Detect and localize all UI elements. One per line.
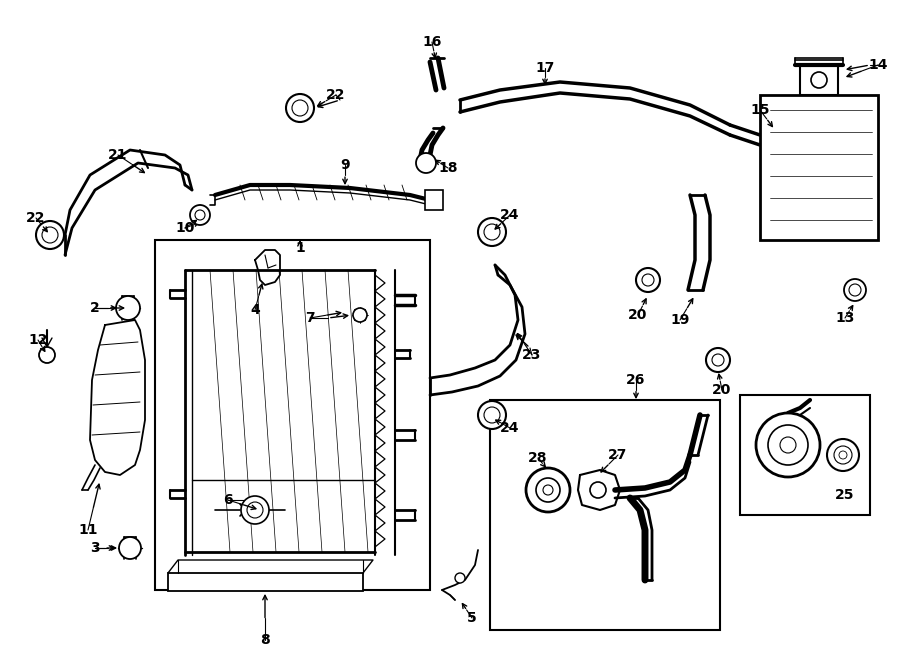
Circle shape	[642, 274, 654, 286]
Circle shape	[712, 354, 724, 366]
Text: 20: 20	[628, 308, 648, 322]
Text: 14: 14	[868, 58, 887, 72]
Circle shape	[455, 573, 465, 583]
Bar	[425, 190, 443, 210]
Circle shape	[119, 537, 141, 559]
Bar	[800, 65, 838, 95]
Text: 11: 11	[78, 523, 98, 537]
Text: 21: 21	[108, 148, 128, 162]
Text: 16: 16	[422, 35, 442, 49]
Text: 3: 3	[90, 541, 100, 555]
Circle shape	[478, 401, 506, 429]
Circle shape	[292, 100, 308, 116]
Circle shape	[526, 468, 570, 512]
Circle shape	[839, 451, 847, 459]
Circle shape	[241, 496, 269, 524]
Text: 10: 10	[176, 221, 194, 235]
Text: 4: 4	[250, 303, 260, 317]
Text: 25: 25	[835, 488, 855, 502]
Circle shape	[811, 72, 827, 88]
Text: 1: 1	[295, 241, 305, 255]
Text: 24: 24	[500, 421, 520, 435]
Circle shape	[834, 446, 852, 464]
Circle shape	[844, 279, 866, 301]
Circle shape	[849, 284, 861, 296]
Bar	[490, 400, 720, 630]
Text: 2: 2	[90, 301, 100, 315]
Circle shape	[780, 437, 796, 453]
Text: 22: 22	[26, 211, 46, 225]
Text: 6: 6	[223, 493, 233, 507]
Circle shape	[36, 221, 64, 249]
Circle shape	[706, 348, 730, 372]
Circle shape	[636, 268, 660, 292]
Text: 26: 26	[626, 373, 645, 387]
Circle shape	[39, 347, 55, 363]
Text: 5: 5	[467, 611, 477, 625]
Bar	[155, 240, 430, 590]
Text: 20: 20	[712, 383, 732, 397]
Text: 13: 13	[835, 311, 855, 325]
Circle shape	[116, 296, 140, 320]
Text: 18: 18	[438, 161, 458, 175]
Circle shape	[768, 425, 808, 465]
Circle shape	[536, 478, 560, 502]
Text: 19: 19	[670, 313, 689, 327]
Circle shape	[543, 485, 553, 495]
Text: 28: 28	[528, 451, 548, 465]
Circle shape	[756, 413, 820, 477]
Circle shape	[42, 227, 58, 243]
Circle shape	[827, 439, 859, 471]
Bar	[760, 95, 878, 240]
Circle shape	[478, 218, 506, 246]
Circle shape	[195, 210, 205, 220]
Text: 12: 12	[28, 333, 48, 347]
Circle shape	[286, 94, 314, 122]
Text: 22: 22	[326, 88, 346, 102]
Text: 9: 9	[340, 158, 350, 172]
Circle shape	[416, 153, 436, 173]
Text: 17: 17	[536, 61, 554, 75]
Circle shape	[484, 224, 500, 240]
Circle shape	[590, 482, 606, 498]
Circle shape	[247, 502, 263, 518]
Text: 24: 24	[500, 208, 520, 222]
Text: 27: 27	[608, 448, 627, 462]
Circle shape	[353, 308, 367, 322]
Text: 15: 15	[751, 103, 770, 117]
Text: 23: 23	[522, 348, 542, 362]
Text: 7: 7	[305, 311, 315, 325]
Text: 8: 8	[260, 633, 270, 647]
Bar	[168, 573, 363, 591]
Circle shape	[484, 407, 500, 423]
Circle shape	[190, 205, 210, 225]
Bar	[740, 395, 870, 515]
